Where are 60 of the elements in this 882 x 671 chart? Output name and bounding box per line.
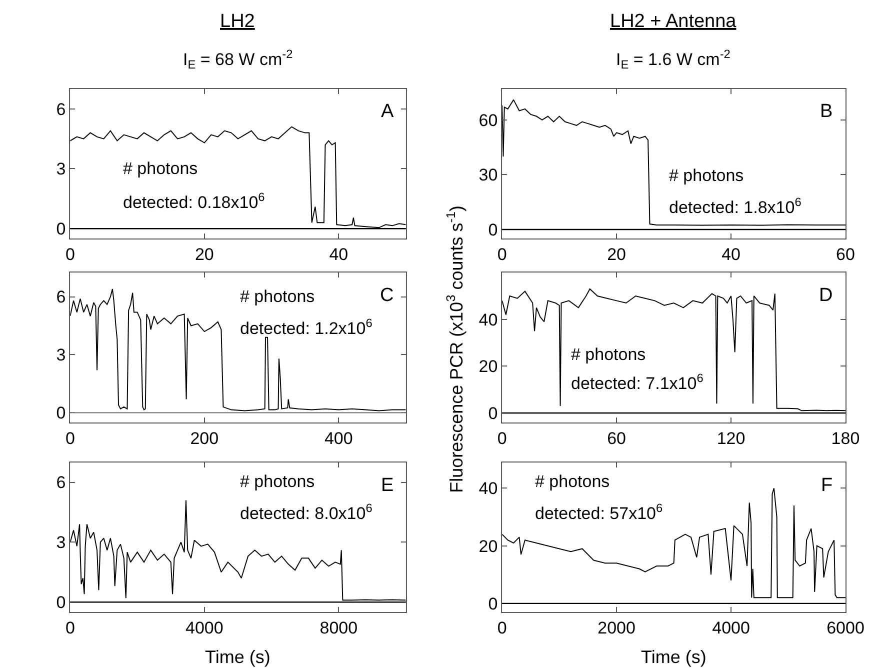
annotation: # photons [571,345,646,364]
chart-title: LH2 [220,11,255,32]
y-tick-label: 6 [56,288,66,307]
annotation: C [380,285,394,306]
annotation: # photons [123,159,198,178]
y-tick-label: 30 [478,166,498,185]
y-tick-label: 3 [56,346,66,365]
annotation: # photons [240,287,315,306]
x-axis-title: Time (s) [641,647,706,667]
x-tick-label: 200 [190,428,219,448]
x-tick-label: 2000 [598,618,636,638]
annotation: F [821,475,833,496]
chart-title: LH2 + Antenna [610,11,737,32]
y-tick-label: 0 [488,404,498,423]
annotation: detected: 0.18x10$^{6}$ [123,190,266,212]
y-tick-label: 20 [478,536,498,556]
line-series [70,126,406,228]
x-tick-label: 60 [607,428,626,448]
annotation: B [820,101,833,122]
y-tick-label: 0 [56,404,66,423]
annotation: detected: 1.2x10$^{6}$ [240,316,373,338]
annotation: detected: 8.0x10$^{6}$ [240,501,373,524]
line-series [70,288,406,412]
chart-subtitle: I$_{E}$ = 68 W cm$^{-2}$ [183,47,294,72]
line-series [502,99,846,226]
y-tick-label: 20 [478,357,498,376]
chart-subtitle: I$_{E}$ = 1.6 W cm$^{-2}$ [616,47,731,72]
x-tick-label: 120 [716,428,746,448]
annotation: D [819,285,833,306]
annotation: # photons [240,472,315,491]
annotation: # photons [535,472,610,491]
y-tick-label: 3 [56,533,66,552]
y-tick-label: 40 [478,310,498,330]
x-tick-label: 180 [831,428,860,448]
y-tick-label: 3 [56,160,66,179]
x-tick-label: 4000 [186,618,224,638]
x-tick-label: 20 [194,245,214,264]
x-tick-label: 40 [329,245,348,264]
y-tick-label: 0 [56,220,66,239]
x-tick-label: 60 [836,245,855,264]
x-tick-label: 40 [722,245,740,264]
y-tick-label: 0 [488,594,498,614]
x-tick-label: 8000 [320,618,358,638]
x-tick-label: 400 [324,428,353,448]
x-tick-label: 20 [607,245,626,264]
x-axis-title: Time (s) [205,647,270,667]
y-tick-label: 0 [488,220,498,240]
annotation: detected: 1.8x10$^{6}$ [669,195,802,218]
annotation: A [381,101,394,122]
y-tick-label: 40 [478,479,498,498]
x-tick-label: 6000 [826,618,864,638]
annotation: # photons [669,166,744,185]
x-tick-label: 4000 [712,618,750,638]
y-tick-label: 6 [56,100,66,119]
annotation: detected: 7.1x10$^{6}$ [571,371,704,394]
y-tick-label: 60 [478,110,498,130]
y-tick-label: 6 [56,473,66,492]
y-tick-label: 0 [56,593,66,612]
annotation: E [381,475,394,496]
annotation: detected: 57x10$^{6}$ [535,501,663,524]
